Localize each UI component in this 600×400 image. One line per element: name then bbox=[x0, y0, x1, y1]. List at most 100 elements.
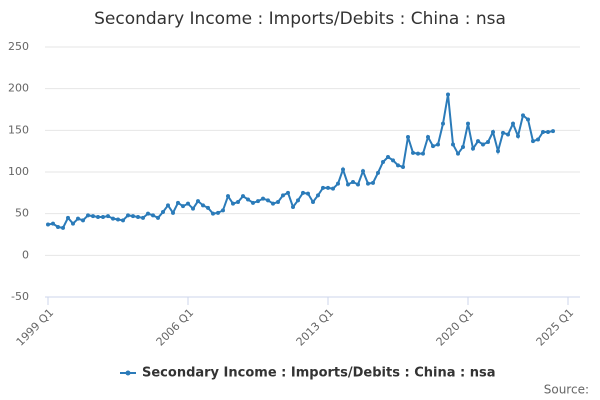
point bbox=[361, 169, 365, 174]
y-tick-label: 150 bbox=[8, 123, 29, 136]
point bbox=[86, 213, 90, 218]
point bbox=[411, 150, 415, 155]
point bbox=[251, 200, 255, 205]
point bbox=[241, 194, 245, 199]
point bbox=[311, 200, 315, 204]
y-tick-label: 250 bbox=[8, 40, 29, 53]
point bbox=[336, 181, 340, 186]
y-tick-label: 200 bbox=[8, 82, 29, 95]
point bbox=[431, 144, 435, 149]
point bbox=[436, 142, 440, 147]
point bbox=[446, 92, 450, 97]
point bbox=[476, 139, 480, 144]
point bbox=[56, 225, 60, 229]
point bbox=[136, 215, 140, 219]
point bbox=[191, 206, 195, 211]
legend-marker bbox=[125, 370, 131, 376]
x-tick-label: 2025 Q1 bbox=[534, 306, 577, 349]
point bbox=[456, 151, 460, 156]
point bbox=[256, 199, 260, 204]
point bbox=[171, 210, 175, 215]
point bbox=[276, 200, 280, 204]
point bbox=[181, 204, 185, 209]
y-tick-label: -50 bbox=[11, 290, 29, 303]
point bbox=[206, 205, 210, 210]
point bbox=[246, 197, 250, 202]
y-tick-label: 50 bbox=[15, 207, 29, 220]
point bbox=[381, 160, 385, 164]
point bbox=[396, 163, 400, 168]
point bbox=[351, 180, 355, 184]
point bbox=[356, 182, 360, 187]
point bbox=[216, 210, 220, 215]
point bbox=[506, 132, 510, 137]
x-tick-label: 1999 Q1 bbox=[14, 306, 57, 349]
point bbox=[341, 167, 345, 172]
point bbox=[271, 201, 275, 206]
point bbox=[106, 214, 110, 219]
point bbox=[116, 217, 120, 222]
point bbox=[176, 200, 180, 205]
point bbox=[426, 135, 430, 139]
point bbox=[221, 208, 225, 213]
point bbox=[366, 181, 370, 186]
point bbox=[296, 198, 300, 203]
point bbox=[531, 139, 535, 144]
point bbox=[546, 130, 550, 134]
point bbox=[541, 130, 545, 134]
point bbox=[236, 200, 240, 204]
point bbox=[91, 214, 95, 219]
point bbox=[76, 216, 80, 221]
y-tick-label: 0 bbox=[22, 248, 29, 261]
point bbox=[281, 193, 285, 198]
point bbox=[126, 213, 130, 218]
point bbox=[101, 215, 105, 219]
point bbox=[291, 205, 295, 209]
x-tick-label: 2020 Q1 bbox=[434, 306, 477, 349]
point bbox=[466, 121, 470, 126]
point bbox=[386, 155, 390, 159]
point bbox=[111, 216, 115, 221]
point bbox=[231, 201, 235, 206]
point bbox=[151, 213, 155, 218]
point bbox=[326, 185, 330, 190]
point bbox=[321, 185, 325, 190]
point bbox=[226, 194, 230, 199]
point bbox=[451, 142, 455, 147]
point bbox=[536, 137, 540, 142]
point bbox=[496, 149, 500, 154]
point bbox=[186, 201, 190, 206]
point bbox=[51, 221, 55, 226]
point bbox=[121, 218, 125, 223]
source: Source: bbox=[544, 383, 589, 397]
point bbox=[286, 190, 290, 195]
point bbox=[266, 198, 270, 203]
chart-title: Secondary Income : Imports/Debits : Chin… bbox=[94, 9, 506, 29]
x-tick-label: 2006 Q1 bbox=[154, 306, 197, 349]
point bbox=[146, 211, 150, 216]
point bbox=[416, 151, 420, 156]
point bbox=[331, 186, 335, 191]
point bbox=[401, 165, 405, 169]
point bbox=[166, 203, 170, 208]
point bbox=[376, 170, 380, 175]
point bbox=[66, 215, 70, 220]
point bbox=[406, 135, 410, 139]
point bbox=[481, 142, 485, 147]
point bbox=[196, 199, 200, 204]
point bbox=[371, 180, 375, 185]
point bbox=[441, 121, 445, 126]
point bbox=[516, 134, 520, 139]
series-line bbox=[47, 94, 554, 229]
point bbox=[301, 190, 305, 195]
point bbox=[421, 151, 425, 156]
point bbox=[551, 129, 555, 134]
point bbox=[81, 218, 85, 223]
point bbox=[161, 210, 165, 214]
point bbox=[261, 196, 265, 201]
point bbox=[391, 158, 395, 163]
point bbox=[71, 221, 75, 226]
point bbox=[486, 140, 490, 144]
point bbox=[141, 215, 145, 220]
